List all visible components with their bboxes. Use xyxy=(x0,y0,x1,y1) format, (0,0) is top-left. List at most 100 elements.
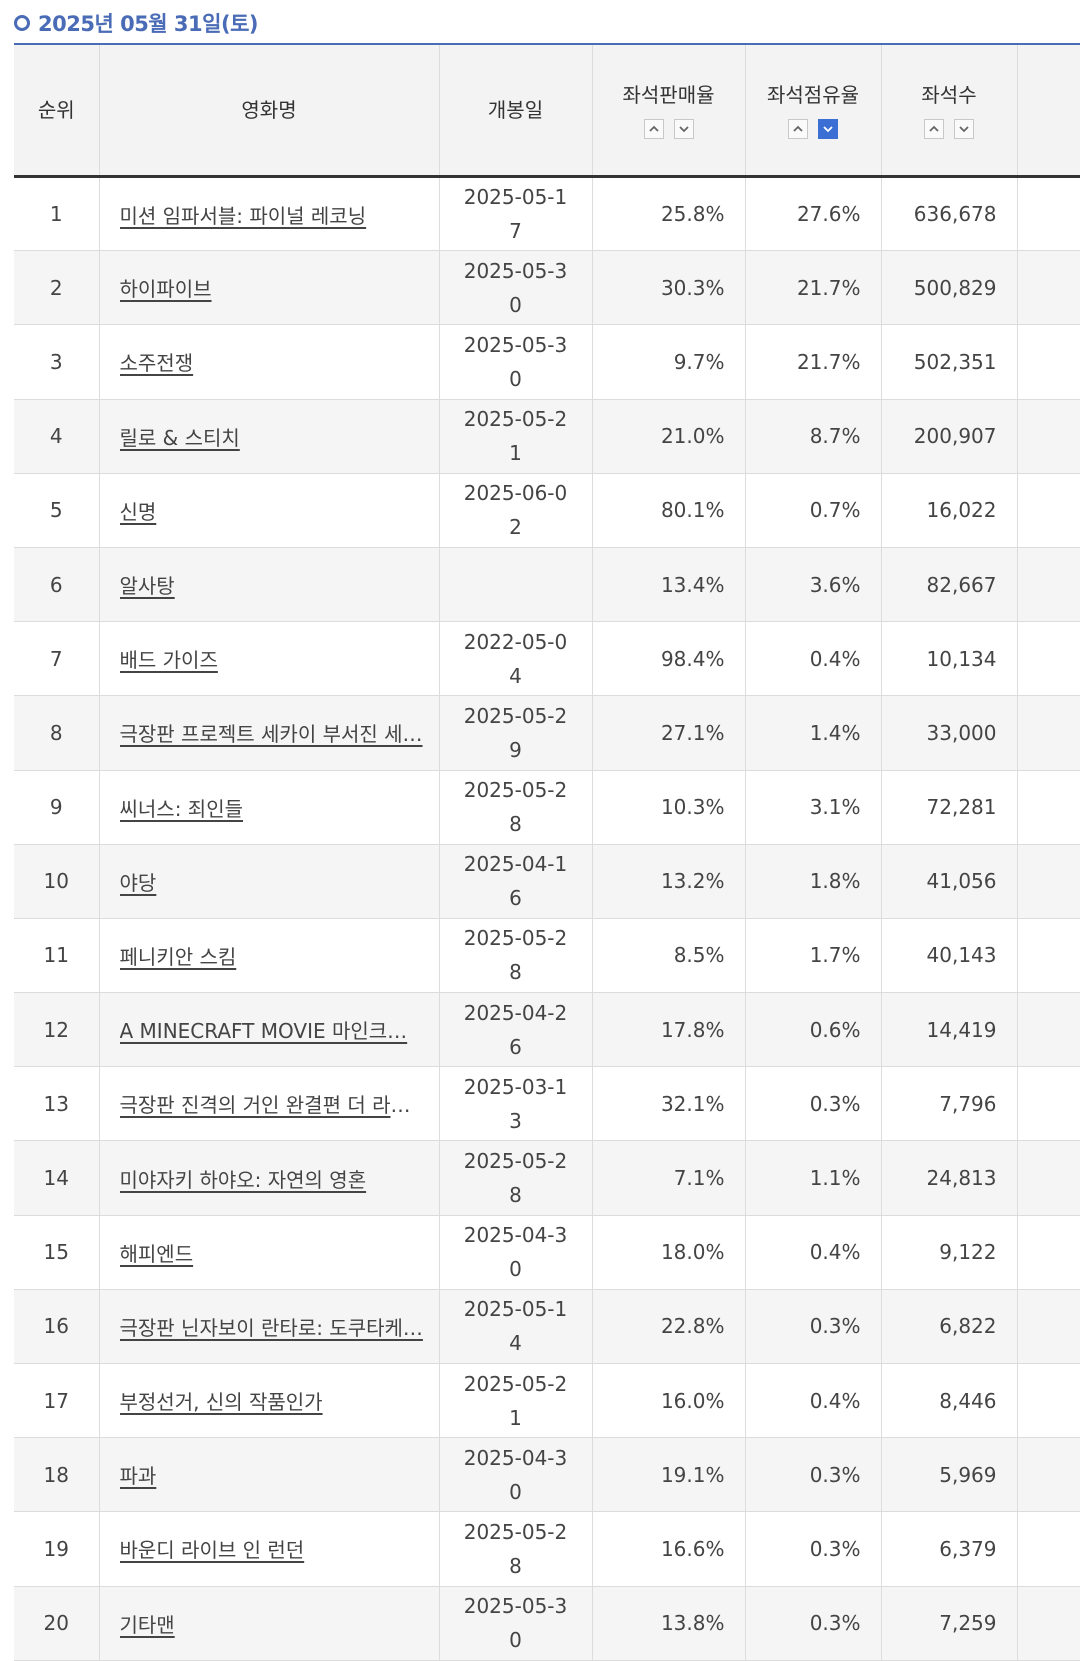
seats-cell: 14,419 xyxy=(881,992,1018,1068)
share-rate-cell: 0.7% xyxy=(745,473,882,548)
movie-title-link[interactable]: 미야자키 하야오: 자연의 영혼 xyxy=(119,1167,367,1192)
movie-title-link[interactable]: 미션 임파서블: 파이널 레코닝 xyxy=(119,203,367,228)
movie-title-link[interactable]: 파과 xyxy=(119,1464,157,1489)
movie-title-link[interactable]: 바운디 라이브 인 런던 xyxy=(119,1538,305,1563)
rank-cell: 19 xyxy=(14,1511,100,1587)
col-header-seats: 좌석수 xyxy=(881,45,1018,178)
chevron-down-icon xyxy=(678,126,689,133)
seats-cell: 6,822 xyxy=(881,1289,1018,1365)
share-rate-cell: 21.7% xyxy=(745,250,882,326)
seats-cell: 6,379 xyxy=(881,1511,1018,1587)
sales-rate-cell: 80.1% xyxy=(592,473,746,548)
movie-title-link[interactable]: 페니키안 스킴 xyxy=(119,944,237,969)
sort-asc-share-rate-button[interactable] xyxy=(788,119,808,139)
col-header-overflow xyxy=(1017,45,1080,178)
overflow-cell xyxy=(1017,621,1080,697)
movie-title-link[interactable]: 야당 xyxy=(119,870,157,895)
title-cell: 해피엔드 xyxy=(99,1215,440,1290)
movie-title-link[interactable]: 극장판 프로젝트 세카이 부서진 세… xyxy=(119,722,423,747)
title-cell: 미션 임파서블: 파이널 레코닝 xyxy=(99,176,440,252)
overflow-cell xyxy=(1017,250,1080,326)
release-date-cell: 2025-06-02 xyxy=(439,473,593,548)
table-row: 6 알사탕 13.4% 3.6% 82,667 xyxy=(14,547,1080,623)
overflow-cell xyxy=(1017,1215,1080,1290)
sales-rate-cell: 10.3% xyxy=(592,770,746,845)
share-rate-cell: 3.6% xyxy=(745,547,882,623)
movie-title-link[interactable]: A MINECRAFT MOVIE 마인크… xyxy=(119,1019,408,1044)
seats-cell: 7,259 xyxy=(881,1586,1018,1661)
seats-cell: 41,056 xyxy=(881,844,1018,919)
sales-rate-cell: 18.0% xyxy=(592,1215,746,1290)
share-rate-cell: 0.3% xyxy=(745,1511,882,1587)
movie-title-link[interactable]: 해피엔드 xyxy=(119,1241,194,1266)
sort-desc-share-rate-button[interactable] xyxy=(818,119,838,139)
release-date-cell: 2025-05-21 xyxy=(439,1363,593,1439)
table-header-row: 순위 영화명 개봉일 좌석판매율 xyxy=(14,45,1080,178)
sales-rate-cell: 8.5% xyxy=(592,918,746,994)
rank-cell: 12 xyxy=(14,992,100,1068)
rank-cell: 5 xyxy=(14,473,100,548)
movie-title-link[interactable]: 하이파이브 xyxy=(119,277,212,302)
release-date-cell: 2025-05-17 xyxy=(439,176,593,252)
title-cell: A MINECRAFT MOVIE 마인크… xyxy=(99,992,440,1068)
overflow-cell xyxy=(1017,1437,1080,1513)
share-rate-cell: 3.1% xyxy=(745,770,882,845)
table-row: 9 씨너스: 죄인들 2025-05-28 10.3% 3.1% 72,281 xyxy=(14,770,1080,845)
rank-cell: 10 xyxy=(14,844,100,919)
chevron-up-icon xyxy=(929,125,939,132)
sales-rate-cell: 21.0% xyxy=(592,399,746,474)
share-rate-cell: 0.4% xyxy=(745,1215,882,1290)
date-header: 2025년 05월 31일(토) xyxy=(14,8,259,38)
release-date-cell: 2025-04-26 xyxy=(439,992,593,1068)
table-row: 15 해피엔드 2025-04-30 18.0% 0.4% 9,122 xyxy=(14,1215,1080,1290)
sort-asc-sales-rate-button[interactable] xyxy=(643,119,664,139)
movie-title-link[interactable]: 신명 xyxy=(119,499,157,524)
sales-rate-cell: 30.3% xyxy=(592,250,746,326)
sort-desc-sales-rate-button[interactable] xyxy=(673,119,694,139)
table-row: 11 페니키안 스킴 2025-05-28 8.5% 1.7% 40,143 xyxy=(14,918,1080,994)
overflow-cell xyxy=(1017,1140,1080,1216)
sales-rate-cell: 9.7% xyxy=(592,324,746,400)
movie-title-link[interactable]: 소주전쟁 xyxy=(119,351,194,376)
movie-title-link[interactable]: 극장판 닌자보이 란타로: 도쿠타케… xyxy=(119,1315,423,1340)
movie-title-link[interactable]: 알사탕 xyxy=(119,574,175,599)
title-cell: 파과 xyxy=(99,1437,440,1513)
table-row: 5 신명 2025-06-02 80.1% 0.7% 16,022 xyxy=(14,473,1080,548)
sort-desc-seats-button[interactable] xyxy=(954,119,974,139)
table-row: 7 배드 가이즈 2022-05-04 98.4% 0.4% 10,134 xyxy=(14,621,1080,697)
release-date-cell: 2025-04-30 xyxy=(439,1215,593,1290)
share-rate-cell: 1.1% xyxy=(745,1140,882,1216)
col-label-share-rate: 좌석점유율 xyxy=(767,83,859,107)
overflow-cell xyxy=(1017,770,1080,845)
seats-cell: 82,667 xyxy=(881,547,1018,623)
overflow-cell xyxy=(1017,176,1080,252)
rank-cell: 14 xyxy=(14,1140,100,1216)
title-cell: 기타맨 xyxy=(99,1586,440,1661)
movie-title-link[interactable]: 배드 가이즈 xyxy=(119,648,218,673)
chevron-down-icon xyxy=(823,126,833,133)
share-rate-cell: 8.7% xyxy=(745,399,882,474)
sort-asc-seats-button[interactable] xyxy=(924,119,944,139)
rank-cell: 11 xyxy=(14,918,100,994)
movie-title-link[interactable]: 부정선거, 신의 작품인가 xyxy=(119,1390,323,1415)
seats-cell: 636,678 xyxy=(881,176,1018,252)
share-rate-cell: 0.3% xyxy=(745,1437,882,1513)
col-header-rank: 순위 xyxy=(14,45,100,178)
col-header-sales-rate: 좌석판매율 xyxy=(592,45,746,178)
movie-title-link[interactable]: 씨너스: 죄인들 xyxy=(119,796,244,821)
sales-rate-cell: 32.1% xyxy=(592,1066,746,1142)
movie-title-link[interactable]: 릴로 & 스티치 xyxy=(119,425,240,450)
seats-cell: 72,281 xyxy=(881,770,1018,845)
table-row: 10 야당 2025-04-16 13.2% 1.8% 41,056 xyxy=(14,844,1080,919)
rank-cell: 1 xyxy=(14,176,100,252)
rank-cell: 8 xyxy=(14,695,100,771)
table-body: 1 미션 임파서블: 파이널 레코닝 2025-05-17 25.8% 27.6% 636… xyxy=(14,176,1080,1661)
share-rate-cell: 0.3% xyxy=(745,1289,882,1365)
share-rate-cell: 0.4% xyxy=(745,1363,882,1439)
movie-title-link[interactable]: 기타맨 xyxy=(119,1612,175,1637)
chevron-up-icon xyxy=(793,125,803,132)
movie-title-link[interactable]: 극장판 진격의 거인 완결편 더 라스… xyxy=(119,1093,429,1118)
rank-cell: 15 xyxy=(14,1215,100,1290)
rank-cell: 6 xyxy=(14,547,100,623)
rank-cell: 9 xyxy=(14,770,100,845)
